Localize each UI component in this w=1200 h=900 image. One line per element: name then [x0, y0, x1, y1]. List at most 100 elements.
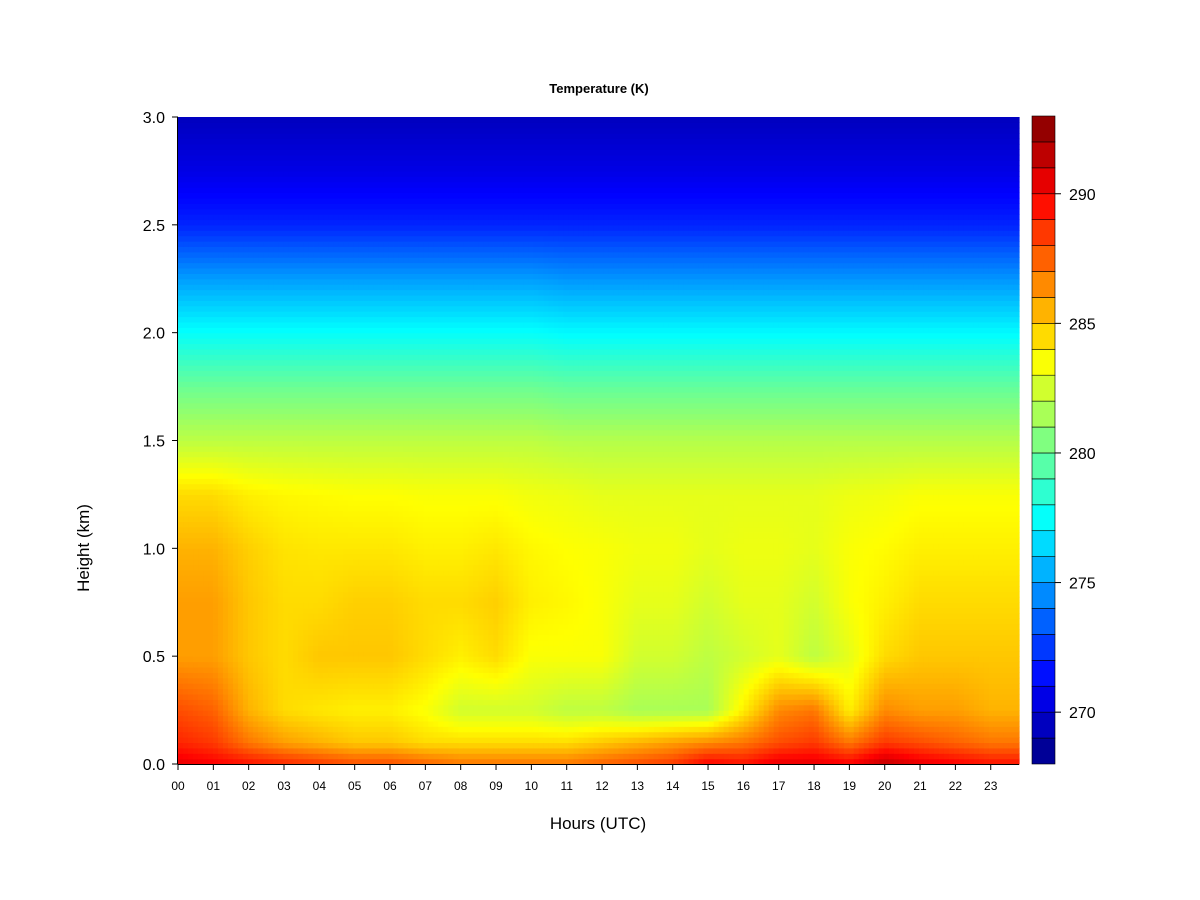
heatmap-cell — [193, 224, 199, 231]
heatmap-cell — [233, 596, 239, 603]
heatmap-cell — [193, 354, 199, 361]
heatmap-cell — [193, 715, 199, 722]
heatmap-cell — [353, 192, 359, 199]
heatmap-cell — [188, 537, 194, 544]
heatmap-cell — [183, 710, 189, 717]
heatmap-cell — [263, 553, 269, 560]
heatmap-cell — [383, 688, 389, 695]
heatmap-cell — [313, 650, 319, 657]
heatmap-cell — [298, 117, 304, 123]
heatmap-cell — [353, 143, 359, 150]
heatmap-cell — [283, 478, 289, 485]
heatmap-cell — [218, 348, 224, 355]
heatmap-cell — [373, 650, 379, 657]
heatmap-cell — [383, 629, 389, 636]
heatmap-cell — [283, 143, 289, 150]
heatmap-cell — [258, 553, 264, 560]
heatmap-cell — [253, 413, 259, 420]
heatmap-cell — [363, 747, 369, 754]
heatmap-cell — [373, 149, 379, 156]
heatmap-cell — [253, 138, 259, 145]
heatmap-cell — [353, 208, 359, 215]
heatmap-cell — [178, 117, 184, 123]
heatmap-cell — [208, 391, 214, 398]
heatmap-cell — [323, 176, 329, 183]
heatmap-cell — [348, 138, 354, 145]
heatmap-cell — [193, 321, 199, 328]
heatmap-cell — [373, 688, 379, 695]
heatmap-cell — [203, 343, 209, 350]
heatmap-cell — [258, 758, 264, 765]
heatmap-cell — [378, 230, 384, 237]
heatmap-cell — [223, 693, 229, 700]
heatmap-cell — [198, 720, 204, 727]
heatmap-cell — [353, 489, 359, 496]
heatmap-cell — [188, 224, 194, 231]
heatmap-cell — [318, 731, 324, 738]
heatmap-cell — [328, 127, 334, 134]
heatmap-cell — [298, 214, 304, 221]
heatmap-cell — [383, 359, 389, 366]
heatmap-cell — [198, 230, 204, 237]
heatmap-cell — [273, 278, 279, 285]
heatmap-cell — [363, 165, 369, 172]
heatmap-cell — [308, 526, 314, 533]
heatmap-cell — [238, 672, 244, 679]
heatmap-cell — [258, 537, 264, 544]
heatmap-cell — [258, 176, 264, 183]
heatmap-cell — [268, 726, 274, 733]
heatmap-cell — [283, 532, 289, 539]
heatmap-cell — [273, 499, 279, 506]
heatmap-cell — [238, 683, 244, 690]
heatmap-cell — [273, 289, 279, 296]
heatmap-cell — [223, 661, 229, 668]
heatmap-cell — [328, 311, 334, 318]
heatmap-cell — [378, 623, 384, 630]
heatmap-cell — [228, 586, 234, 593]
heatmap-cell — [263, 650, 269, 657]
heatmap-cell — [383, 429, 389, 436]
heatmap-cell — [353, 559, 359, 566]
heatmap-cell — [338, 726, 344, 733]
heatmap-cell — [333, 327, 339, 334]
heatmap-cell — [193, 327, 199, 334]
heatmap-cell — [198, 483, 204, 490]
heatmap-cell — [183, 230, 189, 237]
heatmap-cell — [323, 677, 329, 684]
heatmap-cell — [248, 203, 254, 210]
heatmap-cell — [353, 327, 359, 334]
heatmap-cell — [233, 224, 239, 231]
heatmap-cell — [218, 143, 224, 150]
heatmap-cell — [198, 753, 204, 760]
heatmap-cell — [353, 526, 359, 533]
heatmap-cell — [218, 639, 224, 646]
heatmap-cell — [248, 435, 254, 442]
heatmap-cell — [223, 246, 229, 253]
heatmap-cell — [323, 187, 329, 194]
heatmap-cell — [298, 699, 304, 706]
heatmap-cell — [378, 693, 384, 700]
heatmap-cell — [338, 224, 344, 231]
heatmap-cell — [358, 192, 364, 199]
heatmap-cell — [243, 462, 249, 469]
heatmap-cell — [198, 224, 204, 231]
heatmap-cell — [293, 424, 299, 431]
heatmap-cell — [358, 365, 364, 372]
heatmap-cell — [218, 246, 224, 253]
heatmap-cell — [373, 386, 379, 393]
heatmap-cell — [348, 472, 354, 479]
heatmap-cell — [253, 397, 259, 404]
heatmap-cell — [198, 214, 204, 221]
heatmap-cell — [198, 542, 204, 549]
heatmap-cell — [253, 418, 259, 425]
heatmap-cell — [233, 273, 239, 280]
heatmap-cell — [243, 710, 249, 717]
heatmap-cell — [213, 586, 219, 593]
heatmap-cell — [293, 462, 299, 469]
heatmap-cell — [333, 688, 339, 695]
heatmap-cell — [283, 613, 289, 620]
heatmap-cell — [223, 472, 229, 479]
heatmap-cell — [328, 472, 334, 479]
heatmap-cell — [308, 688, 314, 695]
heatmap-cell — [378, 289, 384, 296]
